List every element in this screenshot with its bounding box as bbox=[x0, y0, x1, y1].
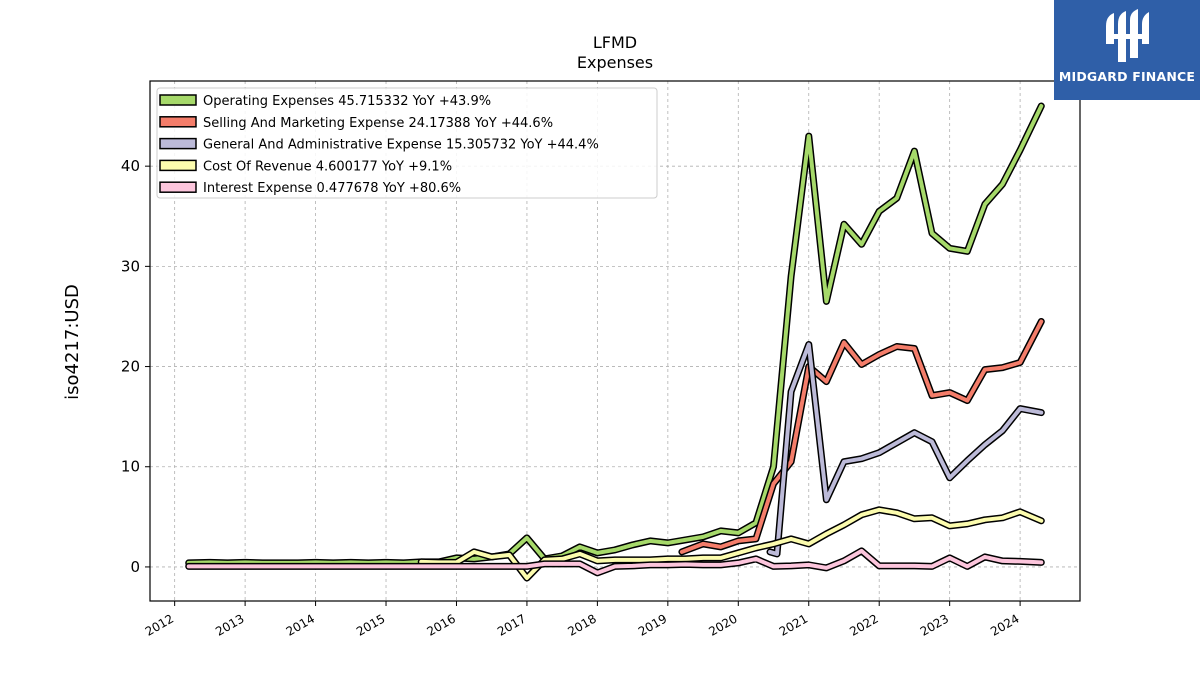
x-tick-label: 2020 bbox=[706, 611, 739, 638]
x-tick-label: 2024 bbox=[988, 611, 1021, 638]
legend-label: Cost Of Revenue 4.600177 YoY +9.1% bbox=[203, 159, 452, 174]
x-tick-label: 2019 bbox=[636, 611, 669, 638]
legend-label: Operating Expenses 45.715332 YoY +43.9% bbox=[203, 94, 491, 109]
x-tick-label: 2021 bbox=[777, 611, 810, 638]
series-line bbox=[679, 319, 1044, 554]
series-line bbox=[419, 507, 1044, 580]
chart-subtitle: Expenses bbox=[577, 53, 653, 72]
series-layer bbox=[185, 102, 1045, 582]
legend-label: Selling And Marketing Expense 24.17388 Y… bbox=[203, 116, 553, 131]
legend-label: Interest Expense 0.477678 YoY +80.6% bbox=[203, 181, 461, 196]
y-tick-label: 40 bbox=[121, 157, 140, 175]
y-tick-label: 0 bbox=[130, 558, 140, 576]
x-tick-label: 2017 bbox=[495, 611, 528, 638]
series-line bbox=[186, 548, 1044, 575]
legend-box bbox=[156, 87, 658, 199]
chart-title: LFMD bbox=[593, 33, 637, 52]
midgard-finance-logo: MIDGARD FINANCE bbox=[1054, 0, 1200, 100]
y-tick-label: 10 bbox=[121, 458, 140, 476]
x-tick-label: 2022 bbox=[847, 611, 880, 638]
series-5 bbox=[185, 547, 1045, 577]
legend-swatch bbox=[159, 137, 197, 150]
series-line bbox=[768, 342, 1044, 556]
series-4 bbox=[417, 506, 1045, 582]
x-tick-label: 2023 bbox=[918, 611, 951, 638]
legend: Operating Expenses 45.715332 YoY +43.9% S… bbox=[156, 87, 658, 199]
logo-text: MIDGARD FINANCE bbox=[1058, 69, 1196, 84]
x-tick-label: 2018 bbox=[565, 611, 598, 638]
x-tick-label: 2012 bbox=[143, 611, 176, 638]
series-3 bbox=[766, 341, 1045, 558]
series-2 bbox=[678, 318, 1045, 556]
x-tick-label: 2014 bbox=[284, 611, 317, 638]
x-tick-label: 2016 bbox=[425, 611, 458, 638]
y-tick-label: 20 bbox=[121, 358, 140, 376]
legend-label: General And Administrative Expense 15.30… bbox=[203, 138, 599, 153]
legend-swatch bbox=[159, 159, 197, 172]
legend-swatch bbox=[159, 116, 197, 128]
x-tick-label: 2013 bbox=[213, 611, 246, 638]
midgard-finance-logo-icon bbox=[1106, 9, 1149, 62]
y-axis-label: iso4217:USD bbox=[62, 284, 83, 400]
y-tick-label: 30 bbox=[121, 257, 140, 275]
x-tick-label: 2015 bbox=[354, 611, 387, 638]
legend-swatch bbox=[159, 181, 197, 193]
plot-frame bbox=[149, 80, 1081, 602]
legend-swatch bbox=[159, 94, 197, 106]
